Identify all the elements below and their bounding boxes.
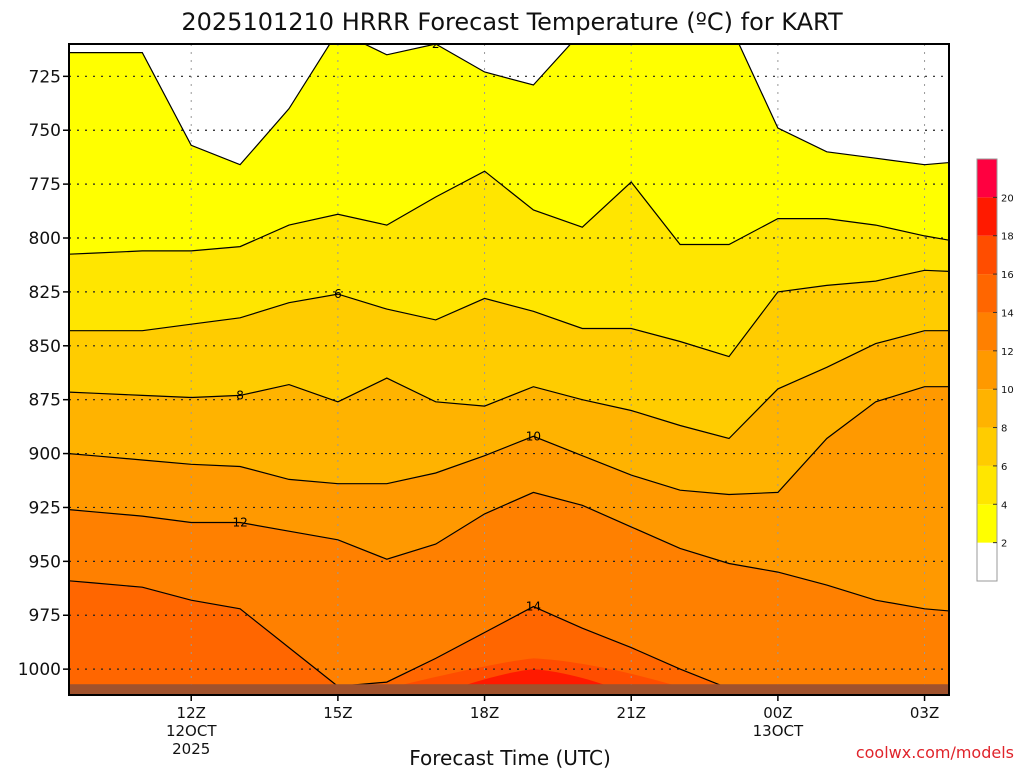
- y-tick-label: 900: [29, 445, 61, 465]
- isotherm-label: 2: [432, 37, 440, 51]
- legend-swatch: [977, 350, 997, 390]
- legend-swatch: [977, 274, 997, 313]
- temperature-fill-layer: [69, 44, 949, 695]
- legend-swatch: [977, 465, 997, 505]
- y-axis: 725 750 775 800 825 850 875 900 925 950 975 1000: [18, 67, 69, 680]
- y-tick-label: 750: [29, 121, 61, 141]
- y-tick-label: 850: [29, 337, 61, 357]
- legend-label: 14: [1001, 308, 1014, 319]
- y-tick-label: 1000: [18, 660, 61, 680]
- x-tick-label: 2025: [172, 740, 210, 758]
- isotherm-label: 10: [526, 429, 541, 443]
- legend-label: 6: [1001, 462, 1007, 473]
- isotherm-label: 12: [232, 516, 247, 530]
- x-tick-label: 18Z: [470, 704, 499, 722]
- chart-title: 2025101210 HRRR Forecast Temperature (ºC…: [181, 8, 843, 36]
- x-tick-label: 21Z: [617, 704, 646, 722]
- isotherm-6: [69, 269, 949, 358]
- y-tick-label: 800: [29, 229, 61, 249]
- legend-label: 4: [1001, 500, 1007, 511]
- temperature-band: [69, 270, 949, 439]
- y-tick-label: 925: [29, 498, 61, 518]
- legend-swatch: [977, 312, 997, 351]
- y-tick-label: 775: [29, 175, 61, 195]
- legend-swatch: [977, 389, 997, 428]
- isotherm-label: 8: [236, 388, 244, 402]
- temperature-band: [69, 171, 949, 357]
- isotherm-label: 6: [334, 287, 342, 301]
- isotherm-8: [69, 330, 949, 440]
- y-tick-label: 950: [29, 552, 61, 572]
- legend-swatch: [977, 159, 997, 198]
- legend-swatch: [977, 197, 997, 236]
- y-tick-label: 875: [29, 391, 61, 411]
- legend-swatch: [977, 427, 997, 466]
- legend-label: 10: [1001, 385, 1014, 396]
- credit-text: coolwx.com/models: [856, 743, 1014, 762]
- temperature-band: [69, 492, 949, 695]
- legend-swatch: [977, 504, 997, 543]
- x-tick-label: 12Z: [177, 704, 206, 722]
- isotherm-layer: 2 6 8 10 12 14: [69, 37, 949, 695]
- temperature-band: [69, 330, 949, 495]
- isotherm-4: [69, 170, 949, 255]
- isotherm-label: 14: [526, 600, 541, 614]
- grid-lines: [69, 44, 949, 695]
- legend-swatch: [977, 542, 997, 581]
- legend-label: 8: [1001, 424, 1007, 435]
- legend-label: 2: [1001, 539, 1007, 550]
- legend-label: 20: [1001, 193, 1014, 204]
- x-axis-label: Forecast Time (UTC): [409, 746, 611, 768]
- legend-swatch: [977, 235, 997, 275]
- plot-frame: [68, 43, 950, 696]
- x-tick-label: 12OCT: [166, 722, 217, 740]
- temperature-band: [69, 580, 949, 695]
- temperature-band: [69, 44, 949, 255]
- isotherm-2: [69, 44, 949, 166]
- legend-frame: [976, 158, 998, 582]
- legend-label: 18: [1001, 232, 1014, 243]
- legend-label: 12: [1001, 347, 1014, 358]
- isotherm-14: [69, 580, 949, 695]
- y-tick-label: 825: [29, 283, 61, 303]
- y-tick-label: 725: [29, 67, 61, 87]
- temperature-band: [69, 44, 949, 165]
- x-tick-label: 15Z: [323, 704, 352, 722]
- legend-label: 16: [1001, 270, 1014, 281]
- ground-strip: [70, 684, 948, 694]
- y-tick-label: 975: [29, 606, 61, 626]
- isotherm-10: [69, 386, 949, 496]
- x-tick-label: 00Z: [763, 704, 792, 722]
- isotherm-12: [69, 491, 949, 616]
- ground-layer: [70, 684, 948, 694]
- color-legend: 2 4 6 8 10 12 14 16 18 20: [976, 158, 1014, 582]
- x-tick-label: 13OCT: [753, 722, 804, 740]
- temperature-band: [69, 386, 949, 616]
- x-tick-label: 03Z: [910, 704, 939, 722]
